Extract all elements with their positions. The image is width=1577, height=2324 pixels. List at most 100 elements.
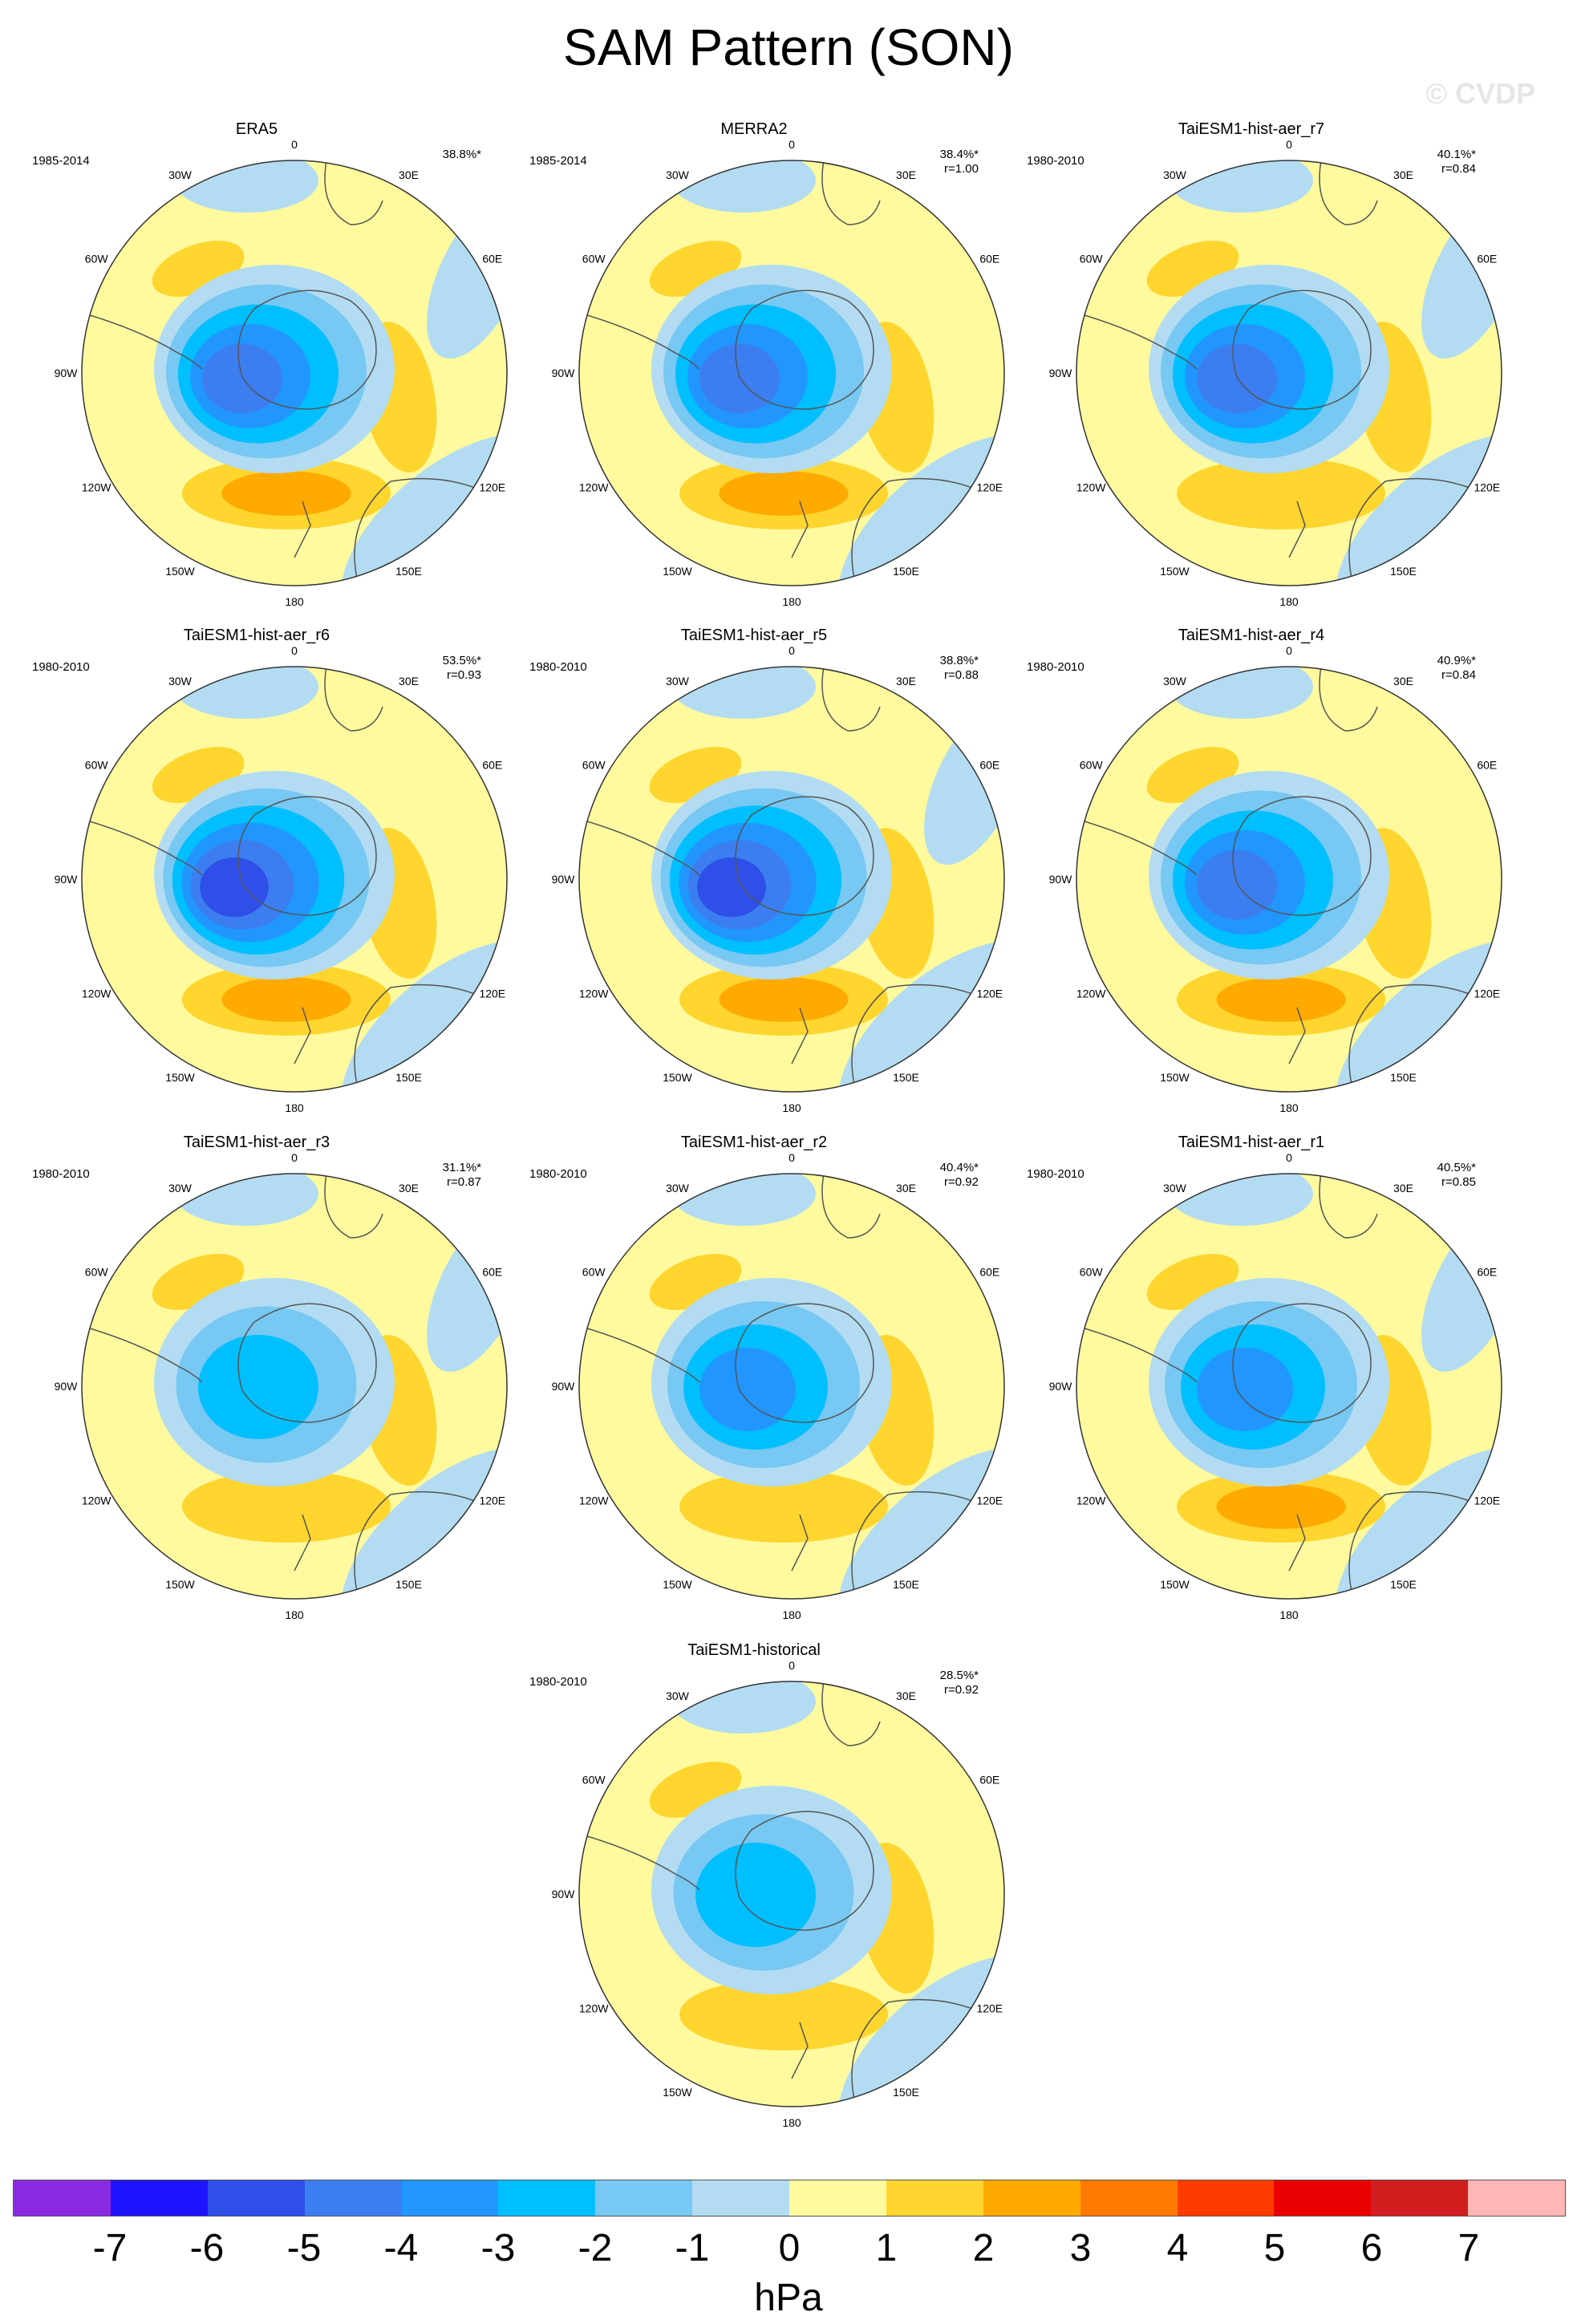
antarctica-coastline	[1232, 290, 1372, 410]
africa-coastline	[821, 1681, 881, 1746]
colorbar-tick-label: -1	[675, 2227, 710, 2269]
longitude-label: 120E	[479, 481, 505, 494]
longitude-label: 30E	[1393, 675, 1413, 687]
longitude-label: 30E	[896, 168, 916, 181]
map-rim	[578, 160, 1005, 586]
longitude-label: 0	[1286, 138, 1292, 151]
pattern-correlation: r=0.88	[944, 668, 979, 682]
longitude-label: 120W	[82, 988, 111, 1000]
longitude-label: 150W	[663, 1578, 692, 1591]
longitude-label: 150W	[663, 2086, 692, 2099]
longitude-label: 60W	[1080, 1266, 1104, 1279]
longitude-label: 30E	[896, 1689, 916, 1702]
south-america-coastline	[579, 1833, 700, 1891]
longitude-label: 120W	[579, 2002, 609, 2015]
panel-period: 1980-2010	[32, 660, 90, 674]
colorbar-box	[1080, 2180, 1178, 2216]
longitude-label: 150E	[395, 1071, 422, 1084]
longitude-label: 180	[1279, 1101, 1299, 1114]
contour-fill-negative	[671, 667, 816, 719]
map-rim	[1076, 160, 1502, 586]
antarctica-coastline	[1232, 796, 1372, 916]
colorbar-tick-label: -5	[286, 2227, 322, 2269]
contour-fill-negative	[1169, 160, 1313, 213]
longitude-label: 0	[291, 1151, 298, 1164]
longitude-label: 120W	[82, 1495, 111, 1507]
colorbar-box	[886, 2180, 983, 2216]
new-zealand-coastline	[294, 1007, 311, 1065]
australia-coastline	[851, 984, 977, 1092]
panel-stats: 38.8%* r=0.88	[940, 654, 979, 683]
map-panel: TaiESM1-hist-aer_r1 1980-2010 40.5%* r=0.85…	[995, 1134, 1508, 1631]
map-rim	[578, 1173, 1005, 1600]
longitude-label: 180	[1279, 1608, 1299, 1621]
australia-coastline	[354, 984, 480, 1092]
longitude-label: 120W	[1076, 481, 1106, 494]
longitude-label: 90W	[55, 367, 79, 379]
polar-map: 030E60E90E120E150E180150W120W90W60W30W	[552, 1659, 1011, 2129]
longitude-label: 90W	[55, 873, 79, 886]
longitude-label: 120E	[1474, 988, 1500, 1000]
longitude-label: 180	[285, 1608, 304, 1621]
longitude-label: 120E	[976, 481, 1003, 494]
panel-title: TaiESM1-hist-aer_r6	[183, 627, 330, 644]
colorbar-box	[1371, 2180, 1469, 2216]
map-panel: TaiESM1-hist-aer_r2 1980-2010 40.4%* r=0.92…	[497, 1134, 1011, 1631]
antarctica-coastline	[237, 796, 377, 916]
longitude-label: 150E	[1390, 565, 1417, 578]
contour-fill-positive	[221, 471, 351, 516]
panel-stats: 31.1%* r=0.87	[443, 1161, 481, 1190]
panel-title: TaiESM1-historical	[687, 1641, 821, 1659]
polar-map: 030E60E90E120E150E180150W120W90W60W30W	[1049, 138, 1508, 608]
pattern-correlation: r=0.93	[447, 668, 481, 682]
contour-fill-negative	[671, 1681, 816, 1734]
colorbar-box	[1177, 2180, 1275, 2216]
longitude-label: 180	[782, 595, 801, 608]
colorbar-box	[304, 2180, 402, 2216]
longitude-label: 180	[782, 1608, 801, 1621]
longitude-label: 90W	[55, 1380, 79, 1393]
contour-fill-negative	[699, 343, 780, 414]
longitude-label: 120E	[479, 1495, 505, 1507]
map-rim	[578, 1681, 1005, 2107]
longitude-label: 120E	[1474, 1495, 1500, 1507]
variance-explained: 31.1%*	[442, 1161, 481, 1174]
longitude-label: 60E	[979, 1774, 999, 1787]
panel-period: 1985-2014	[529, 154, 587, 168]
variance-explained: 28.5%*	[939, 1669, 979, 1682]
longitude-label: 30E	[399, 675, 419, 687]
longitude-label: 90W	[1049, 1380, 1073, 1393]
new-zealand-coastline	[294, 1514, 311, 1572]
longitude-label: 30W	[168, 168, 193, 181]
map-panel: TaiESM1-hist-aer_r4 1980-2010 40.9%* r=0.84…	[995, 627, 1508, 1124]
longitude-label: 60W	[582, 1774, 606, 1787]
antarctica-coastline	[237, 1303, 377, 1423]
contour-fill-negative	[695, 1843, 816, 1947]
longitude-label: 60E	[979, 253, 999, 266]
contour-fill-negative	[1197, 1348, 1293, 1431]
longitude-label: 150E	[1390, 1578, 1417, 1591]
new-zealand-coastline	[791, 2022, 809, 2079]
longitude-label: 60W	[582, 759, 606, 772]
map-rim	[1076, 666, 1502, 1093]
map-panel: TaiESM1-hist-aer_r7 1980-2010 40.1%* r=0.84…	[995, 120, 1508, 618]
polar-map: 030E60E90E120E150E180150W120W90W60W30W	[552, 1151, 1011, 1621]
panel-period: 1980-2010	[1027, 660, 1084, 674]
panel-period: 1985-2014	[32, 154, 90, 168]
polar-map: 030E60E90E120E150E180150W120W90W60W30W	[552, 644, 1011, 1114]
contour-fill-negative	[697, 857, 766, 918]
longitude-label: 60E	[1477, 1266, 1497, 1279]
south-america-coastline	[579, 1325, 700, 1383]
antarctica-coastline	[237, 290, 377, 410]
panel-stats: 53.5%* r=0.93	[443, 654, 481, 683]
longitude-label: 0	[1286, 1151, 1292, 1164]
colorbar	[13, 2180, 1566, 2217]
colorbar-tick-label: 4	[1166, 2227, 1189, 2269]
contour-fill-positive	[719, 471, 849, 516]
longitude-label: 90W	[1049, 367, 1073, 379]
contour-fill-positive	[719, 977, 849, 1022]
longitude-label: 90W	[552, 873, 576, 886]
longitude-label: 60E	[1477, 759, 1497, 772]
longitude-label: 60W	[1080, 253, 1104, 266]
australia-coastline	[354, 1491, 480, 1599]
